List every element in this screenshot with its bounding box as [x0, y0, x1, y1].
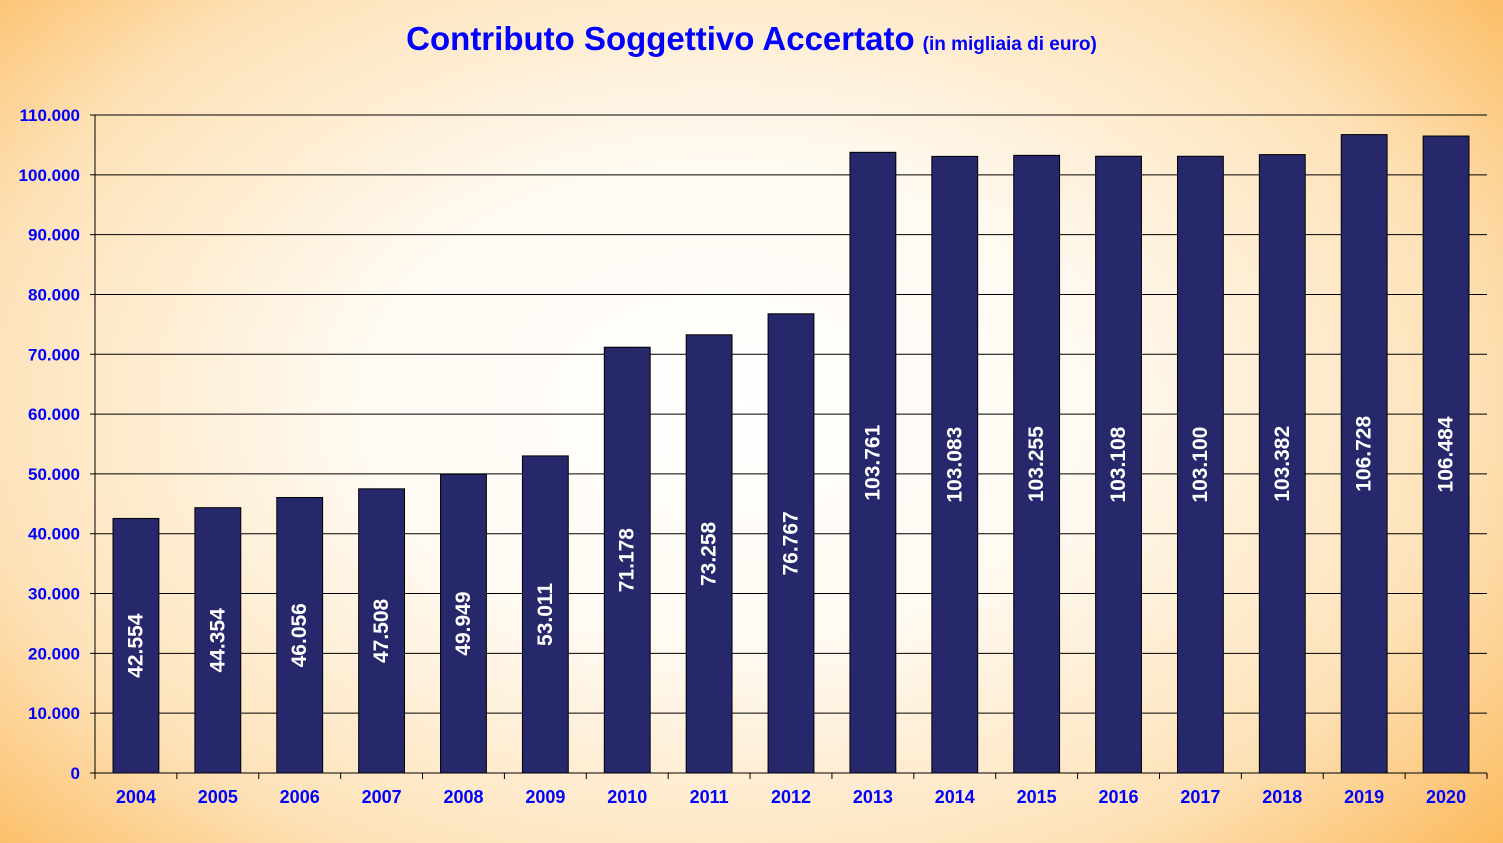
data-label: 106.484 [1435, 416, 1458, 492]
bar [849, 151, 897, 774]
bar [1422, 135, 1470, 774]
bar [1176, 155, 1224, 774]
x-tick-label: 2019 [1344, 787, 1384, 807]
bar [521, 455, 569, 774]
x-tick-label: 2018 [1262, 787, 1302, 807]
y-tick-label: 90.000 [28, 226, 80, 245]
data-label: 47.508 [370, 598, 393, 663]
data-label: 71.178 [616, 528, 639, 593]
x-tick-label: 2014 [935, 787, 975, 807]
y-tick-label: 110.000 [19, 106, 80, 125]
bar [685, 334, 733, 774]
bar [1340, 134, 1388, 774]
data-label: 103.761 [861, 424, 884, 500]
x-tick-label: 2009 [525, 787, 565, 807]
bar [1258, 154, 1306, 774]
x-tick-label: 2015 [1017, 787, 1057, 807]
data-label: 103.382 [1271, 426, 1294, 502]
data-label: 46.056 [288, 603, 311, 667]
y-tick-label: 10.000 [28, 704, 80, 723]
bar [440, 473, 487, 774]
bar [931, 155, 979, 774]
y-tick-label: 100.000 [19, 166, 80, 185]
y-tick-label: 40.000 [28, 525, 80, 544]
data-label: 42.554 [124, 613, 147, 678]
y-tick-label: 60.000 [28, 405, 80, 424]
x-tick-label: 2020 [1426, 787, 1466, 807]
bar [194, 507, 242, 774]
chart-title-row: Contributo Soggettivo Accertato (in migli… [0, 20, 1503, 58]
bar [1013, 154, 1061, 774]
y-tick-label: 80.000 [28, 285, 80, 304]
data-label: 53.011 [534, 583, 557, 646]
data-label: 106.728 [1353, 416, 1376, 492]
data-label: 103.108 [1107, 426, 1130, 502]
x-tick-label: 2016 [1099, 787, 1139, 807]
bar [767, 313, 815, 774]
x-tick-label: 2005 [198, 787, 238, 807]
x-tick-label: 2017 [1180, 787, 1220, 807]
data-label: 76.767 [780, 511, 803, 575]
data-label: 103.083 [943, 427, 966, 503]
data-label: 44.354 [206, 608, 229, 673]
data-label: 49.949 [452, 591, 475, 655]
data-label: 103.100 [1189, 427, 1212, 503]
y-tick-label: 50.000 [28, 465, 80, 484]
bar [276, 497, 324, 774]
bar [603, 346, 651, 774]
bar [358, 488, 406, 774]
x-tick-label: 2006 [280, 787, 320, 807]
chart-subtitle: (in migliaia di euro) [922, 34, 1097, 55]
y-tick-label: 30.000 [28, 585, 80, 604]
x-tick-label: 2004 [116, 787, 156, 807]
chart-title: Contributo Soggettivo Accertato [406, 20, 915, 57]
bar [112, 517, 160, 774]
data-label: 73.258 [698, 521, 721, 586]
x-tick-label: 2011 [690, 787, 729, 807]
x-tick-label: 2012 [771, 787, 811, 807]
y-tick-label: 0 [71, 764, 80, 783]
data-label: 103.255 [1025, 426, 1048, 502]
y-tick-label: 70.000 [28, 345, 80, 364]
y-tick-label: 20.000 [28, 644, 80, 663]
bar [1095, 155, 1142, 774]
x-tick-label: 2010 [607, 787, 647, 807]
x-tick-label: 2008 [443, 787, 483, 807]
x-tick-label: 2013 [853, 787, 893, 807]
x-tick-label: 2007 [362, 787, 402, 807]
